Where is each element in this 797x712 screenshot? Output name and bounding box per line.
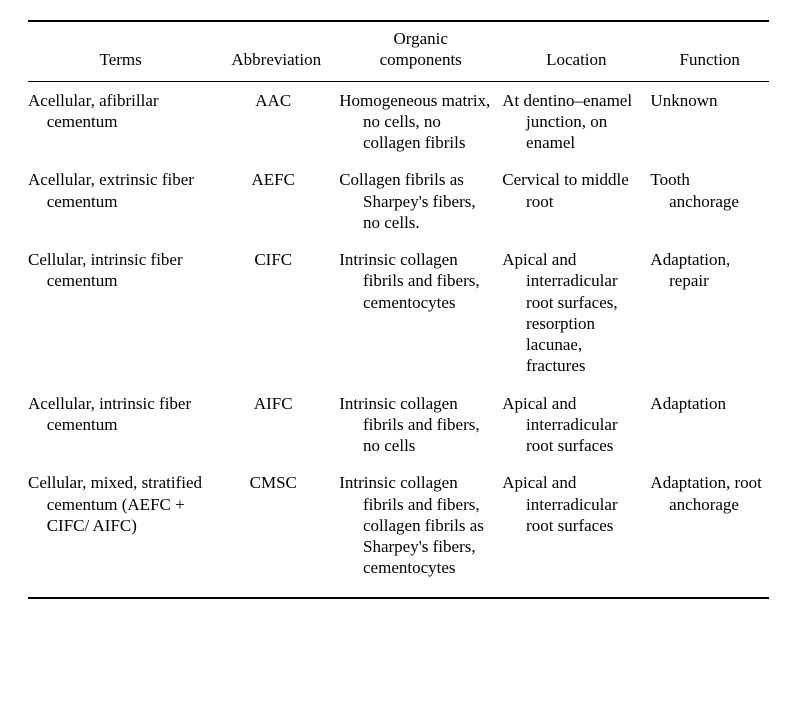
table-header-row: Terms Abbreviation Organic components Lo…	[28, 21, 769, 81]
cell-abbr: AEFC	[213, 161, 339, 241]
cell-location: Apical and interradicular root surfaces,…	[502, 241, 650, 385]
cell-terms: Cellular, intrinsic fiber cementum	[28, 241, 213, 385]
table-row: Acellular, afibrillar cementum AAC Homog…	[28, 81, 769, 161]
col-header-abbr: Abbreviation	[213, 21, 339, 81]
cell-location: Cervical to middle root	[502, 161, 650, 241]
col-header-organic: Organic components	[339, 21, 502, 81]
cell-organic: Homogeneous matrix, no cells, no collage…	[339, 81, 502, 161]
cell-function: Adaptation, repair	[650, 241, 769, 385]
cell-organic: Collagen fibrils as Sharpey's fibers, no…	[339, 161, 502, 241]
cell-function: Adaptation	[650, 385, 769, 465]
cell-terms: Acellular, extrinsic fiber cementum	[28, 161, 213, 241]
cementum-classification-table: Terms Abbreviation Organic components Lo…	[28, 20, 769, 599]
cell-organic: Intrinsic collagen fibrils and fibers, c…	[339, 464, 502, 597]
cell-location: Apical and interradicular root surfaces	[502, 385, 650, 465]
table-row: Cellular, intrinsic fiber cementum CIFC …	[28, 241, 769, 385]
table-row: Acellular, extrinsic fiber cementum AEFC…	[28, 161, 769, 241]
cell-abbr: CMSC	[213, 464, 339, 597]
col-header-function: Function	[650, 21, 769, 81]
col-header-location: Location	[502, 21, 650, 81]
cell-location: Apical and interradicular root surfaces	[502, 464, 650, 597]
cell-organic: Intrinsic collagen fibrils and fibers, n…	[339, 385, 502, 465]
cell-location: At dentino–enamel junction, on enamel	[502, 81, 650, 161]
table-row: Cellular, mixed, stratified cementum (AE…	[28, 464, 769, 597]
table-row: Acellular, intrinsic fiber cementum AIFC…	[28, 385, 769, 465]
cell-terms: Acellular, intrinsic fiber cementum	[28, 385, 213, 465]
cell-abbr: AIFC	[213, 385, 339, 465]
cell-organic: Intrinsic collagen fibrils and fibers, c…	[339, 241, 502, 385]
cell-function: Tooth anchorage	[650, 161, 769, 241]
page: Terms Abbreviation Organic components Lo…	[0, 0, 797, 639]
cell-terms: Cellular, mixed, stratified cementum (AE…	[28, 464, 213, 597]
cell-abbr: CIFC	[213, 241, 339, 385]
cell-function: Adaptation, root anchorage	[650, 464, 769, 597]
cell-terms: Acellular, afibrillar cementum	[28, 81, 213, 161]
cell-function: Unknown	[650, 81, 769, 161]
cell-abbr: AAC	[213, 81, 339, 161]
col-header-terms: Terms	[28, 21, 213, 81]
